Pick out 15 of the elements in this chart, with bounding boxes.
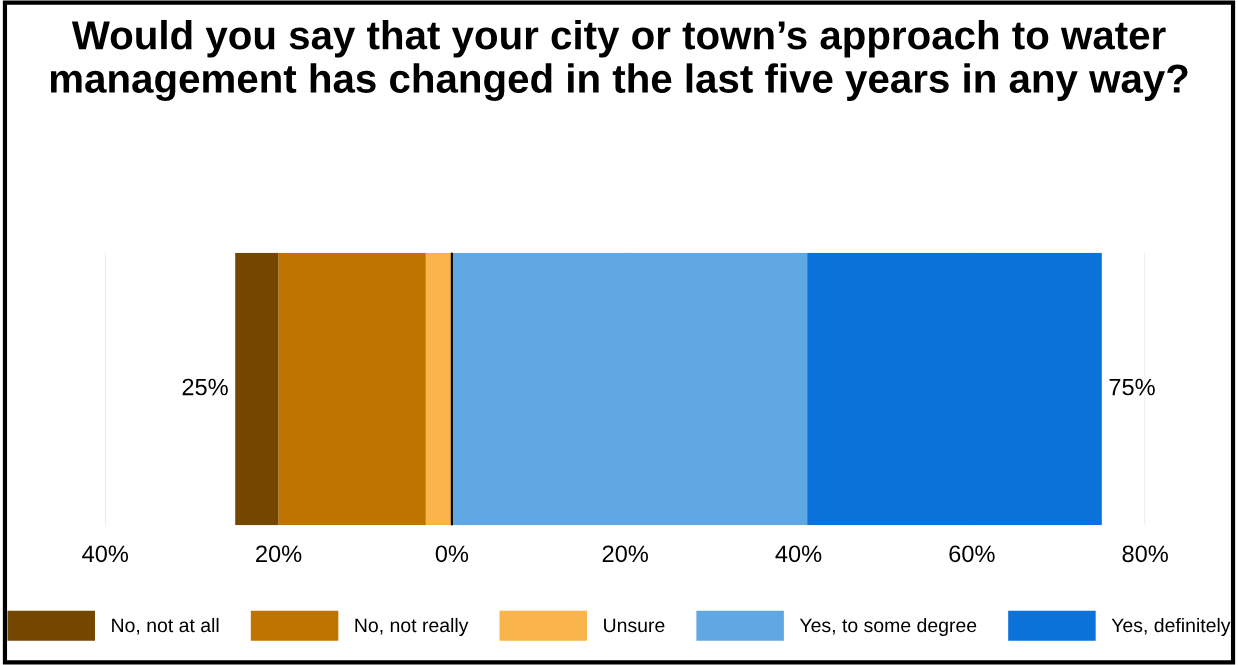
legend-label: No, not at all	[112, 617, 219, 635]
legend-label: Yes, definitely	[1111, 617, 1231, 637]
x-tick-label: 20%	[602, 545, 648, 563]
x-tick-label: 0%	[435, 545, 469, 563]
x-tick-label: 20%	[256, 545, 302, 563]
chart-title: Would you say that your city or town’s approach to water management has changed in the last five years in any way?	[50, 19, 1188, 102]
x-tick-label: 80%	[1122, 545, 1168, 563]
legend-label: Yes, to some degree	[799, 617, 977, 637]
annotation: 75%	[1109, 378, 1155, 396]
legend-label: Unsure	[604, 618, 665, 633]
legend-label: No, not really	[355, 617, 469, 637]
annotation: 25%	[182, 378, 228, 396]
x-tick-label: 60%	[949, 545, 995, 563]
x-tick-label: 40%	[775, 545, 822, 563]
x-tick-label: 40%	[82, 545, 129, 563]
